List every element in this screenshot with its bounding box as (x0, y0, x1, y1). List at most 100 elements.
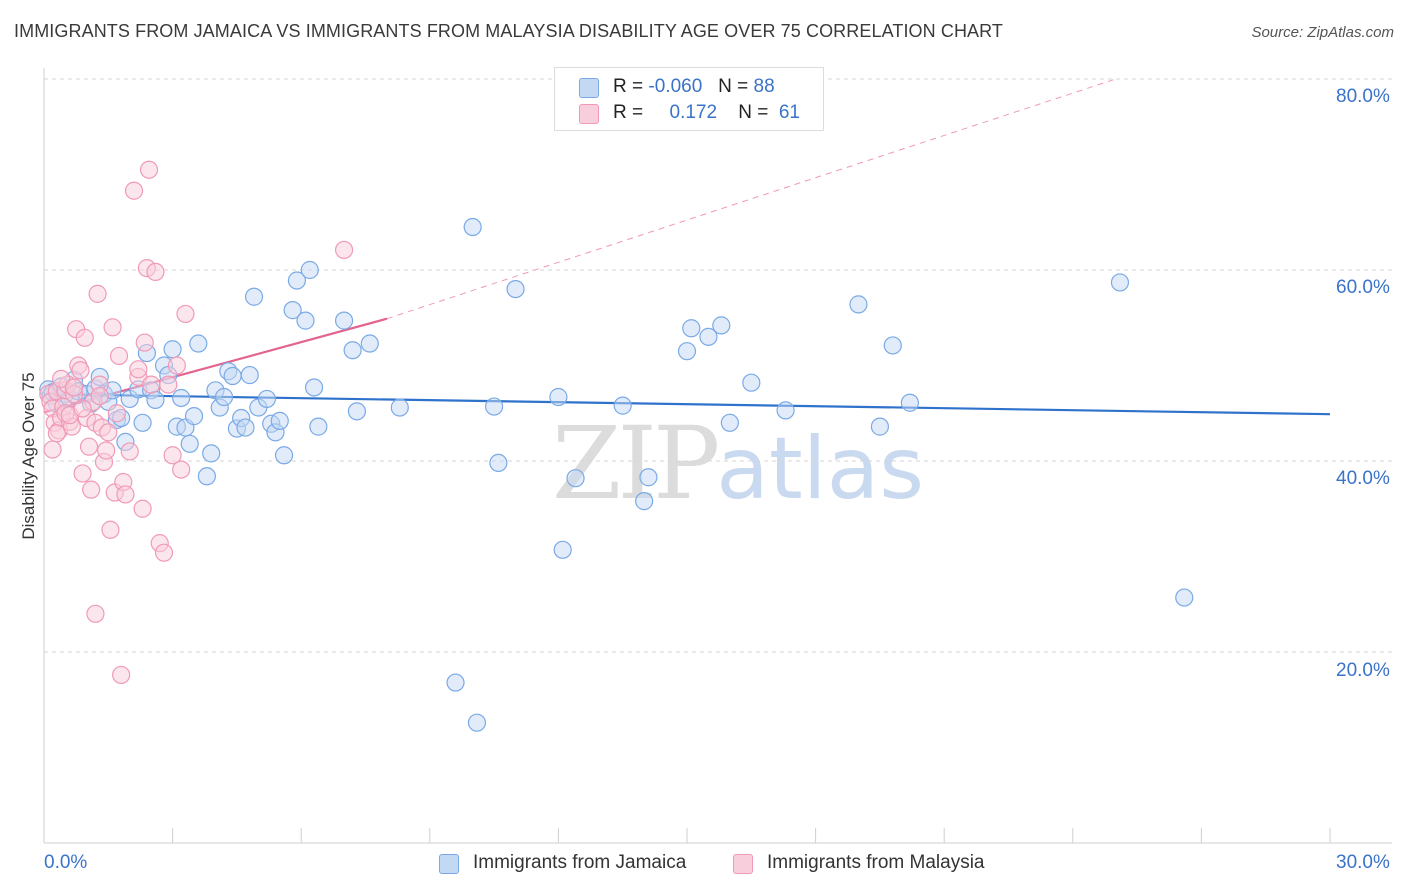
data-point (103, 318, 122, 337)
data-point (86, 604, 105, 623)
data-point (304, 378, 324, 397)
series-swatch-malaysia (733, 854, 753, 874)
legend-r-value: -0.060 (648, 76, 703, 97)
data-point (506, 280, 525, 299)
data-point (274, 446, 294, 465)
data-point (270, 411, 289, 430)
y-tick-label-60: 60.0% (1336, 277, 1390, 298)
data-point (236, 418, 255, 437)
data-point (176, 304, 195, 324)
data-point (334, 311, 354, 330)
data-point (116, 485, 135, 504)
data-point (244, 287, 264, 306)
y-tick-label-80: 80.0% (1336, 86, 1390, 107)
data-point (189, 334, 208, 353)
data-point (742, 373, 761, 392)
data-point (142, 375, 161, 394)
data-point (197, 467, 216, 486)
legend-n-label: N = (718, 76, 749, 97)
data-point (296, 311, 315, 330)
data-point (849, 295, 868, 314)
data-point (677, 342, 697, 361)
data-point (109, 346, 129, 366)
data-point (900, 393, 920, 412)
data-point (870, 417, 890, 436)
legend-text-jamaica: R = -0.060 N = 88 (613, 76, 775, 98)
data-point (52, 369, 71, 388)
data-point (202, 444, 221, 463)
data-point (699, 327, 718, 346)
data-point (712, 316, 731, 335)
data-point (682, 319, 701, 338)
data-point (485, 397, 504, 416)
data-point (613, 396, 632, 415)
legend-n-value: 88 (753, 76, 775, 97)
legend-n-value: 61 (778, 102, 800, 123)
series-name-malaysia: Immigrants from Malaysia (767, 852, 985, 873)
data-point (97, 441, 116, 460)
legend-n-label: N = (738, 102, 769, 123)
data-point (1175, 588, 1194, 607)
legend-r-label: R = (613, 76, 644, 97)
data-point (163, 446, 182, 465)
data-point (635, 492, 654, 511)
data-point (159, 375, 178, 394)
data-point (240, 365, 259, 385)
data-point (75, 328, 94, 347)
data-point (549, 387, 568, 407)
data-point (553, 540, 572, 559)
data-point (883, 336, 902, 355)
data-point (73, 464, 92, 483)
data-point (180, 434, 199, 453)
data-point (390, 398, 409, 417)
data-point (112, 665, 131, 685)
x-tick-label-start: 0.0% (44, 852, 88, 873)
data-point (720, 413, 739, 432)
data-point (309, 417, 328, 436)
data-point (214, 387, 234, 407)
data-point (124, 181, 144, 200)
data-point (120, 442, 139, 461)
series-swatch-jamaica (439, 854, 459, 874)
data-point (47, 424, 66, 443)
data-point (287, 271, 307, 290)
axes (43, 68, 1392, 844)
x-tick-label-end: 30.0% (1336, 852, 1390, 873)
data-point (73, 399, 92, 418)
data-point (146, 262, 165, 282)
data-point (71, 361, 90, 380)
chart-source: Source: ZipAtlas.com (1251, 24, 1394, 41)
data-point (489, 453, 508, 473)
data-point (90, 386, 109, 406)
legend-text-malaysia: R = 0.172 N = 61 (613, 102, 800, 124)
data-point (300, 260, 319, 280)
y-tick-label-40: 40.0% (1336, 468, 1390, 489)
data-point (467, 713, 487, 732)
series-name-jamaica: Immigrants from Jamaica (473, 852, 687, 873)
grid-lines (44, 78, 1392, 653)
data-point (1110, 273, 1130, 292)
y-tick-label-20: 20.0% (1336, 660, 1390, 681)
data-point (446, 673, 465, 692)
data-point (257, 389, 277, 409)
data-point (223, 366, 242, 386)
data-point (334, 240, 354, 260)
legend-r-label: R = (613, 102, 644, 123)
data-point (99, 423, 118, 442)
watermark-atlas: atlas (716, 419, 925, 519)
data-points (39, 160, 1194, 732)
data-point (172, 460, 191, 479)
data-point (154, 543, 174, 562)
data-point (139, 160, 159, 179)
data-point (64, 378, 84, 397)
data-point (163, 340, 182, 359)
data-point (167, 356, 186, 375)
data-point (639, 468, 658, 487)
data-point (88, 284, 107, 303)
data-point (347, 402, 367, 421)
data-point (283, 301, 302, 320)
data-point (107, 404, 126, 423)
data-point (463, 217, 482, 237)
